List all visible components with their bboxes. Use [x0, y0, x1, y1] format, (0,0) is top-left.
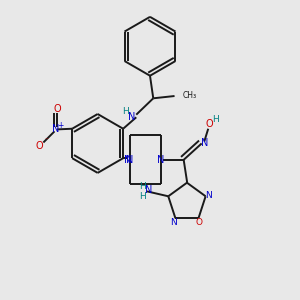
- Text: N: N: [128, 112, 136, 122]
- Text: N: N: [157, 155, 164, 165]
- Text: ⁻: ⁻: [45, 135, 49, 144]
- Text: O: O: [196, 218, 202, 227]
- Text: N: N: [145, 185, 152, 195]
- Text: N: N: [206, 191, 212, 200]
- Text: N: N: [124, 155, 132, 165]
- Text: CH₃: CH₃: [183, 91, 197, 100]
- Text: N: N: [126, 155, 134, 165]
- Text: H: H: [139, 182, 145, 191]
- Text: N: N: [52, 124, 59, 134]
- Text: H: H: [140, 192, 146, 201]
- Text: +: +: [57, 121, 64, 130]
- Text: O: O: [36, 141, 43, 151]
- Text: N: N: [201, 138, 208, 148]
- Text: H: H: [212, 116, 219, 124]
- Text: O: O: [205, 119, 213, 129]
- Text: O: O: [53, 104, 61, 114]
- Text: H: H: [122, 107, 129, 116]
- Text: N: N: [170, 218, 177, 227]
